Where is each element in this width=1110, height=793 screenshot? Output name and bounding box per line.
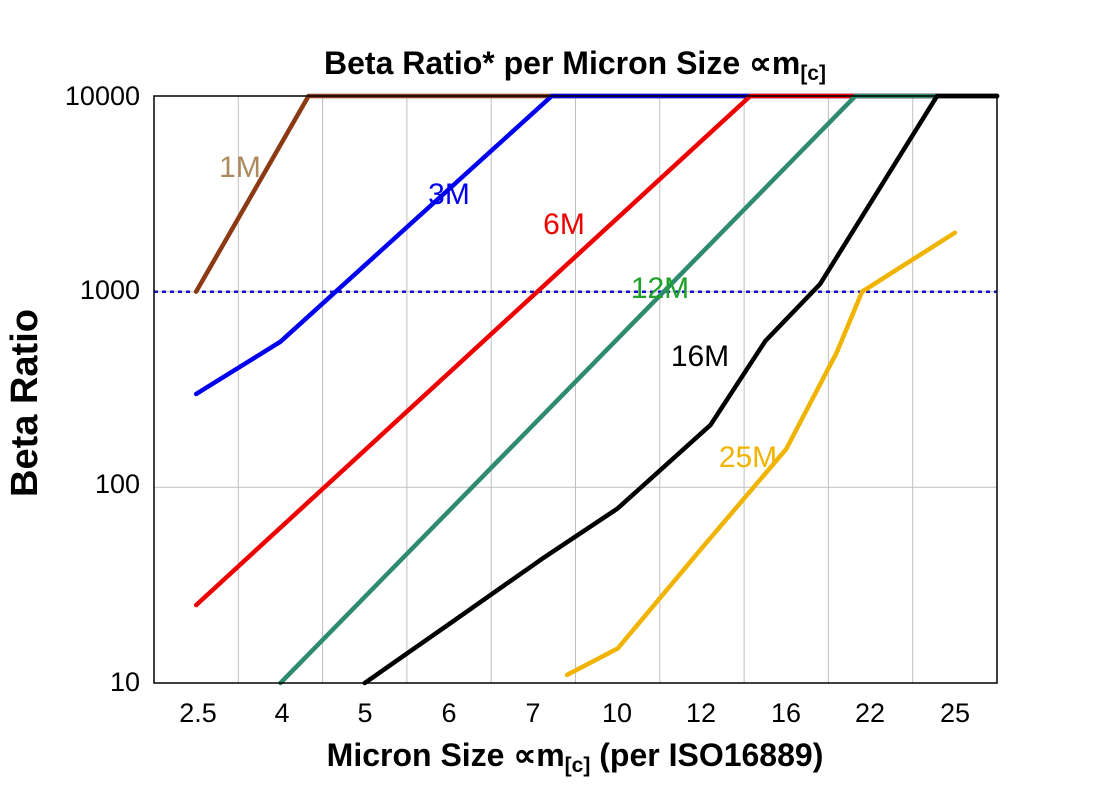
svg-text:16M: 16M <box>671 340 729 373</box>
svg-text:12M: 12M <box>631 272 689 305</box>
svg-text:Micron Size ∝m[c] (per ISO1688: Micron Size ∝m[c] (per ISO16889) <box>327 737 824 777</box>
svg-text:100: 100 <box>95 469 140 499</box>
svg-text:5: 5 <box>357 698 372 728</box>
svg-text:10: 10 <box>110 667 140 697</box>
svg-text:12: 12 <box>686 698 716 728</box>
svg-text:22: 22 <box>855 698 885 728</box>
svg-text:1M: 1M <box>219 151 261 184</box>
svg-text:Beta Ratio* per Micron Size ∝m: Beta Ratio* per Micron Size ∝m[c] <box>324 45 826 85</box>
svg-text:2.5: 2.5 <box>179 698 217 728</box>
svg-text:6: 6 <box>441 698 456 728</box>
svg-text:4: 4 <box>274 698 289 728</box>
svg-text:3M: 3M <box>428 178 470 211</box>
svg-text:25: 25 <box>940 698 970 728</box>
svg-text:16: 16 <box>771 698 801 728</box>
svg-text:10000: 10000 <box>65 81 140 111</box>
svg-text:6M: 6M <box>543 208 585 241</box>
svg-text:1000: 1000 <box>80 275 140 305</box>
svg-text:7: 7 <box>525 698 540 728</box>
svg-text:25M: 25M <box>719 441 777 474</box>
svg-text:Beta Ratio: Beta Ratio <box>4 309 46 497</box>
svg-text:10: 10 <box>602 698 632 728</box>
